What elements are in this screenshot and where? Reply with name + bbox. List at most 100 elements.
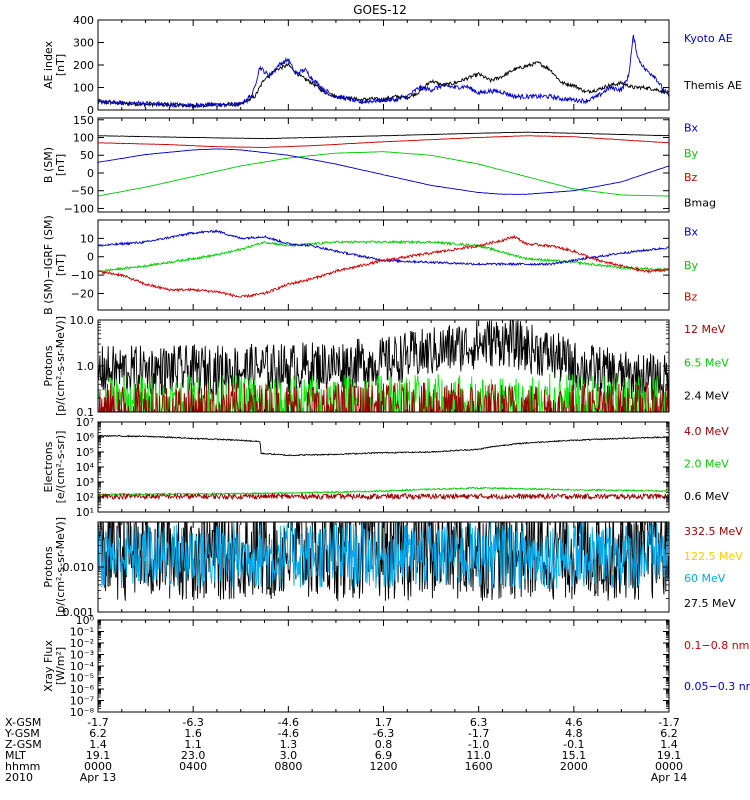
footer-value: 4.8 (565, 727, 583, 740)
footer-value: 19.1 (86, 749, 111, 762)
y-tick-label-ae: 100 (73, 82, 94, 95)
footer-value: Apr 13 (80, 771, 117, 784)
y-tick-label-ele: 10² (76, 491, 94, 504)
y-axis-label-phi: [p/(cm²-s-sr-MeV)] (54, 517, 67, 617)
y-tick-label-bres: −20 (71, 287, 94, 300)
footer-value: 1.1 (184, 738, 202, 751)
footer-value: -1.7 (87, 716, 108, 729)
series-line-bres-by (98, 239, 669, 273)
y-axis-label-xray: [W/m²] (54, 647, 67, 685)
footer-value: -6.3 (373, 727, 394, 740)
footer-row-label: MLT (5, 749, 26, 762)
y-tick-label-xray: 10⁰ (76, 614, 95, 627)
panel-ele: 10¹ 10² 10³ 10⁴ 10⁵ 10⁶ 10⁷ Electrons [e/(cm²-s-… (42, 416, 729, 519)
y-axis-label-xray: Xray Flux (42, 640, 55, 692)
y-tick-label-xray: 10⁻³ (70, 649, 94, 662)
y-tick-label-phi: 0.010 (63, 561, 95, 574)
y-tick-label-ele: 10⁵ (76, 446, 94, 459)
legend-entry-ae: Themis AE (683, 79, 742, 92)
legend-entry-bres: By (684, 259, 699, 272)
footer-value: -4.6 (278, 727, 299, 740)
footer-row-label: 2010 (5, 771, 33, 784)
panel-phi: 0.001 0.010 Protons [p/(cm²-s-sr-MeV)] 332.5… (42, 517, 743, 619)
legend-entry-phi: 60 MeV (684, 572, 726, 585)
y-tick-label-ele: 10⁴ (76, 461, 95, 474)
footer-value: -0.1 (563, 738, 584, 751)
footer-value: -1.0 (468, 738, 489, 751)
footer-value: 0800 (274, 760, 302, 773)
y-tick-label-xray: 10⁻⁷ (70, 695, 94, 708)
panel-bsm: −100 −50 0 50 100 150 B (SM) [nT] Bx By Bz Bmag (42, 114, 716, 216)
y-tick-label-plo: 1.0 (77, 360, 95, 373)
legend-entry-plo: 2.4 MeV (684, 389, 729, 402)
panel-bres: −20 −10 0 10 B (SM)−IGRF (SM) [nT] Bx By Bz (42, 215, 699, 315)
y-axis-label-bsm: B (SM) (42, 147, 55, 183)
footer-value: 6.2 (89, 727, 107, 740)
y-tick-label-ele: 10³ (76, 476, 94, 489)
y-tick-label-xray: 10⁻⁵ (70, 672, 94, 685)
series-line-bsm-bx (98, 148, 669, 195)
legend-entry-bsm: By (684, 147, 699, 160)
footer-ephemeris: X-GSM -1.7 -6.3 -4.6 1.7 6.3 4.6 -1.7Y-GSM 6.2 1.… (4, 716, 687, 784)
legend-entry-ele: 4.0 MeV (684, 425, 729, 438)
y-tick-label-bres: 10 (80, 232, 94, 245)
footer-value: 6.2 (660, 727, 678, 740)
y-tick-label-xray: 10⁻¹ (70, 626, 94, 639)
series-line-bsm-bmag (98, 131, 669, 140)
y-tick-label-ae: 300 (73, 37, 94, 50)
plot-frame-bsm (97, 117, 670, 213)
footer-value: 4.6 (565, 716, 583, 729)
series-line-bsm-bz (98, 135, 669, 149)
y-tick-label-xray: 10⁻⁴ (70, 660, 95, 673)
footer-value: 1.6 (184, 727, 202, 740)
legend-entry-xray: 0.1−0.8 nm (684, 639, 749, 652)
footer-value: 23.0 (181, 749, 206, 762)
footer-value: Apr 14 (651, 771, 688, 784)
footer-value: 1600 (465, 760, 493, 773)
y-tick-label-phi: 0.001 (63, 606, 95, 619)
footer-value: 3.0 (280, 749, 298, 762)
plot-frame-bres (97, 219, 670, 311)
series-line-bres-bz (98, 234, 669, 299)
legend-entry-phi: 332.5 MeV (684, 525, 743, 538)
legend-entry-bres: Bx (684, 226, 699, 239)
panel-plo: 0.1 1.0 10.0 Protons [p/(cm²-s-sr-MeV)] 12 Me… (42, 314, 729, 419)
footer-row-label: hhmm (5, 760, 40, 773)
y-axis-label-bres: [nT] (54, 254, 67, 276)
y-tick-label-ele: 10⁷ (76, 416, 94, 429)
y-axis-label-ele: Electrons (42, 441, 55, 492)
y-axis-label-bres: B (SM)−IGRF (SM) (42, 215, 55, 315)
legend-entry-xray: 0.05−0.3 nm (684, 680, 750, 693)
series-line-ele-4-0-mev (98, 492, 669, 501)
footer-value: 0000 (84, 760, 112, 773)
footer-row-label: Y-GSM (4, 727, 40, 740)
y-tick-label-bsm: 150 (73, 114, 94, 127)
y-tick-label-bsm: 100 (73, 132, 94, 145)
y-tick-label-xray: 10⁻⁸ (70, 706, 95, 719)
plot-frame-ae (97, 19, 670, 111)
series-line-ele-2-0-mev (98, 486, 669, 496)
y-axis-label-phi: Protons (42, 546, 55, 587)
legend-entry-ele: 0.6 MeV (684, 490, 729, 503)
y-tick-label-ele: 10⁶ (76, 431, 95, 444)
legend-entry-plo: 12 MeV (684, 323, 726, 336)
legend-entry-bsm: Bmag (684, 197, 716, 210)
footer-value: 1200 (370, 760, 398, 773)
series-line-ae-kyoto-ae (98, 34, 669, 110)
legend-entry-ele: 2.0 MeV (684, 457, 729, 470)
y-tick-label-xray: 10⁻² (70, 637, 94, 650)
y-tick-label-bsm: −100 (64, 202, 94, 215)
y-tick-label-bsm: 0 (87, 167, 94, 180)
y-axis-label-bsm: [nT] (54, 154, 67, 176)
series-line-plo-2-4-mev (98, 320, 669, 404)
y-tick-label-bres: 0 (87, 251, 94, 264)
footer-value: 1.3 (280, 738, 298, 751)
y-tick-label-bres: −10 (71, 269, 94, 282)
series-line-ele-0-6-mev (98, 434, 669, 457)
legend-entry-bres: Bz (684, 291, 698, 304)
y-axis-label-ae: [nT] (54, 54, 67, 76)
footer-row-label: X-GSM (5, 716, 41, 729)
